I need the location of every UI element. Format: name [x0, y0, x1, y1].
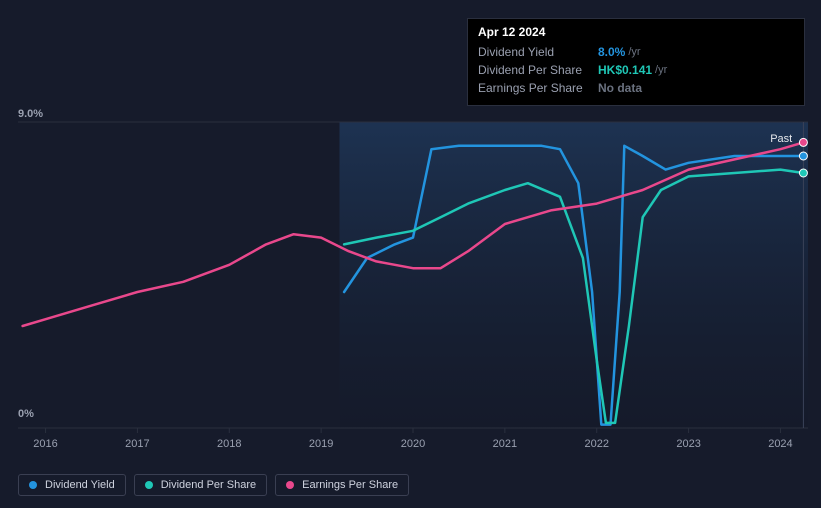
past-label: Past	[770, 133, 792, 145]
x-axis-label: 2019	[309, 438, 333, 450]
tooltip-suffix: /yr	[655, 61, 667, 79]
tooltip-date: Apr 12 2024	[478, 25, 794, 39]
x-axis-label: 2020	[401, 438, 425, 450]
tooltip-suffix: /yr	[628, 43, 640, 61]
x-axis-label: 2024	[768, 438, 792, 450]
tooltip-value: No data	[598, 79, 642, 97]
legend-label: Earnings Per Share	[302, 479, 398, 491]
y-axis-label: 0%	[18, 408, 34, 420]
x-axis-label: 2018	[217, 438, 241, 450]
legend-item[interactable]: Dividend Yield	[18, 474, 126, 496]
legend-label: Dividend Yield	[45, 479, 115, 491]
legend-dot-icon	[145, 481, 153, 489]
legend-item[interactable]: Dividend Per Share	[134, 474, 267, 496]
legend-item[interactable]: Earnings Per Share	[275, 474, 409, 496]
tooltip-value: HK$0.141	[598, 61, 652, 79]
legend-dot-icon	[29, 481, 37, 489]
tooltip-row: Dividend Per ShareHK$0.141/yr	[478, 61, 794, 79]
x-axis-label: 2022	[584, 438, 608, 450]
legend-dot-icon	[286, 481, 294, 489]
x-axis-label: 2017	[125, 438, 149, 450]
tooltip-label: Earnings Per Share	[478, 79, 598, 97]
tooltip-row: Dividend Yield8.0%/yr	[478, 43, 794, 61]
tooltip-label: Dividend Yield	[478, 43, 598, 61]
chart-tooltip: Apr 12 2024 Dividend Yield8.0%/yrDividen…	[467, 18, 805, 106]
tooltip-value: 8.0%	[598, 43, 625, 61]
x-axis-label: 2023	[676, 438, 700, 450]
chart-legend: Dividend Yield Dividend Per Share Earnings…	[18, 474, 409, 496]
x-axis-label: 2021	[493, 438, 517, 450]
x-axis-label: 2016	[33, 438, 57, 450]
tooltip-label: Dividend Per Share	[478, 61, 598, 79]
legend-label: Dividend Per Share	[161, 479, 256, 491]
tooltip-row: Earnings Per ShareNo data	[478, 79, 794, 97]
y-axis-label: 9.0%	[18, 108, 43, 120]
dividend-chart: 9.0% 0% 2016 2017 2018 2019 2020 2021 2022 2023 2…	[0, 0, 821, 508]
